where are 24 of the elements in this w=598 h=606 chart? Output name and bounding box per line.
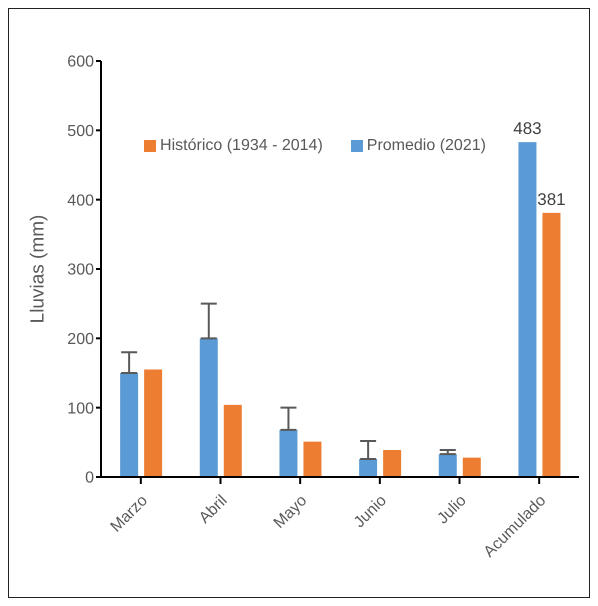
bar <box>462 458 481 477</box>
x-tick-label: Julio <box>434 492 470 528</box>
bar <box>383 450 402 477</box>
bar <box>303 442 322 477</box>
y-axis-title: Lluvias (mm) <box>28 214 49 324</box>
legend-label: Histórico (1934 - 2014) <box>160 137 323 154</box>
bar <box>279 430 298 477</box>
bar <box>144 370 162 477</box>
data-label: 381 <box>537 190 566 209</box>
y-tick-label: 0 <box>85 470 94 487</box>
legend-label: Promedio (2021) <box>366 137 486 154</box>
bar <box>542 212 560 477</box>
y-tick-label: 400 <box>67 192 94 210</box>
y-tick-label: 100 <box>67 400 94 418</box>
bar <box>224 404 242 477</box>
y-tick-label: 200 <box>67 331 94 348</box>
y-tick-label: 500 <box>67 123 94 140</box>
bar <box>438 454 457 477</box>
data-label: 483 <box>513 119 542 138</box>
y-tick-label: 600 <box>67 54 94 71</box>
bar <box>120 373 138 477</box>
bar <box>518 142 536 477</box>
y-tick-label: 300 <box>67 262 94 279</box>
bar <box>200 338 218 477</box>
